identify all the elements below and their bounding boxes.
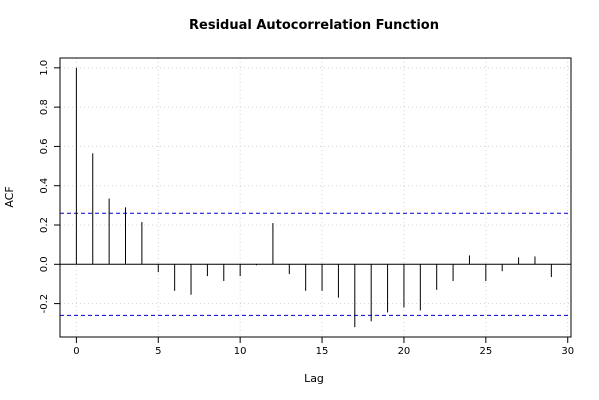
chart-title: Residual Autocorrelation Function [189,18,439,33]
y-tick-label: 0.4 [39,178,50,194]
acf-bars [75,67,552,328]
x-tick-label: 0 [73,346,79,357]
y-tick-label: 0.0 [39,256,50,272]
plot-frame [59,57,572,338]
y-tick-label: -0.2 [39,294,50,314]
y-tick-label: 1.0 [39,60,50,76]
x-tick-label: 5 [155,346,161,357]
y-axis: -0.2 0.0 0.2 0.4 0.6 0.8 1.0 [39,60,61,314]
x-tick-label: 25 [479,346,492,357]
x-axis: 0 5 10 15 20 25 30 [73,336,574,357]
y-tick-label: 0.2 [39,217,50,233]
x-tick-label: 20 [398,346,411,357]
x-axis-label: Lag [304,372,324,385]
y-tick-label: 0.6 [39,138,50,154]
y-tick-label: 0.8 [39,99,50,115]
x-tick-label: 15 [316,346,329,357]
y-axis-label: ACF [3,186,16,207]
x-tick-label: 30 [561,346,574,357]
grid [60,58,571,337]
confidence-bounds [60,212,571,316]
x-tick-label: 10 [234,346,247,357]
